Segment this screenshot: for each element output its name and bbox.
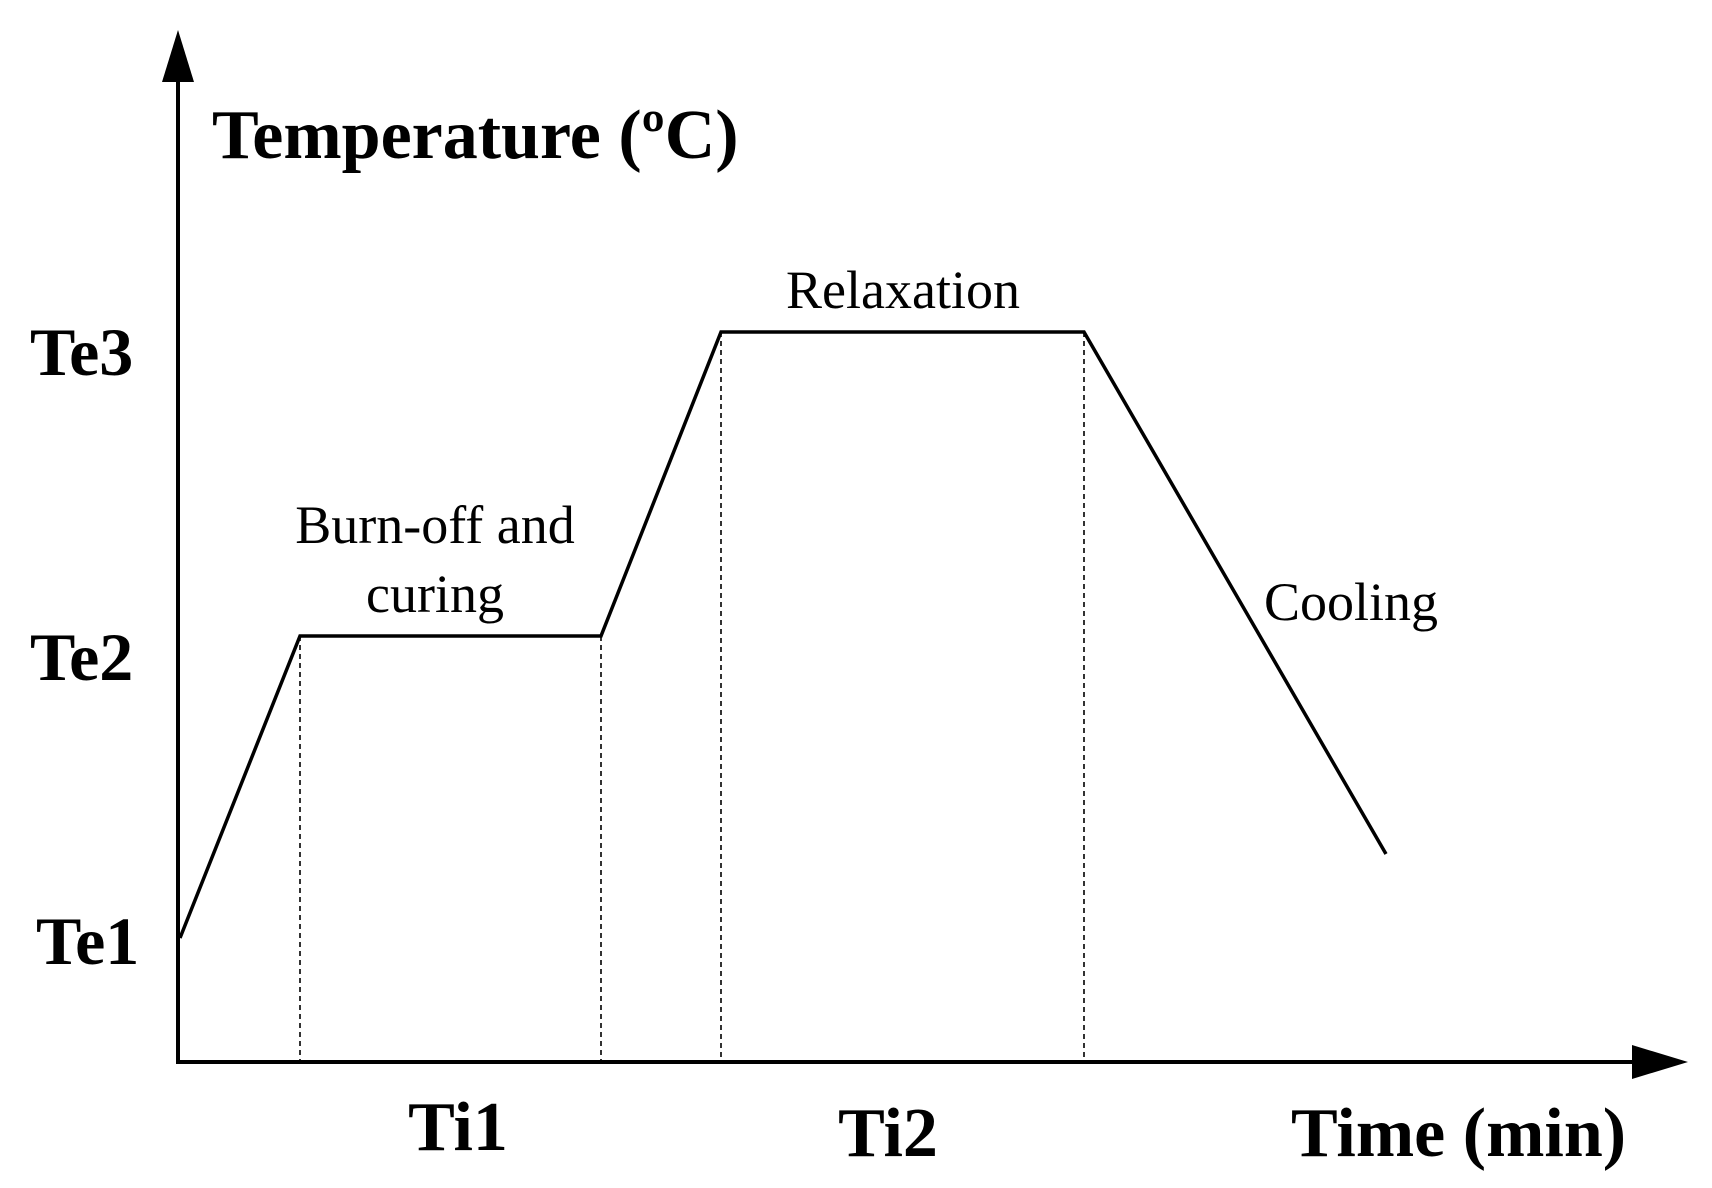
ti1-label: Ti1	[408, 1089, 508, 1166]
te2-label: Te2	[30, 619, 133, 695]
te1-label: Te1	[36, 903, 139, 979]
x-axis-arrowhead	[1632, 1045, 1688, 1079]
temperature-profile-line	[178, 330, 1388, 939]
y-axis-title: Temperature (ºC)	[212, 97, 739, 174]
cooling-label: Cooling	[1264, 572, 1438, 632]
ti2-label: Ti2	[838, 1095, 938, 1172]
burn-off-label-line1: Burn-off and	[295, 495, 574, 555]
interval-guides	[299, 332, 1085, 1060]
relaxation-label: Relaxation	[786, 260, 1020, 320]
axes	[162, 30, 1688, 1079]
burn-off-label-line2: curing	[366, 564, 504, 624]
x-axis-title: Time (min)	[1291, 1095, 1626, 1172]
y-axis-arrowhead	[162, 30, 194, 82]
te3-label: Te3	[30, 314, 133, 390]
